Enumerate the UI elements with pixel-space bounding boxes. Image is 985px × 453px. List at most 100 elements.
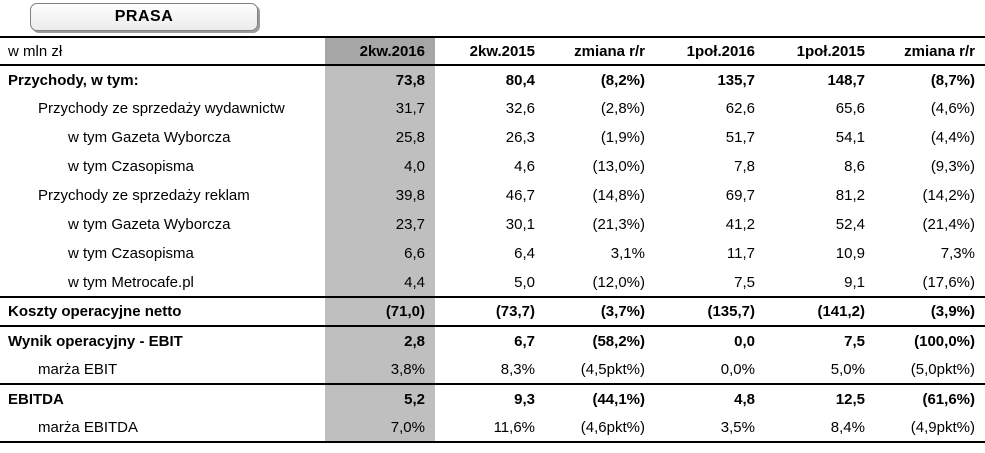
row-marza-ebit: marża EBIT 3,8% 8,3% (4,5pkt%) 0,0% 5,0%… (0, 355, 985, 384)
col-header-zmiana-pol: zmiana r/r (904, 42, 975, 60)
value-cell: (3,9%) (930, 303, 975, 320)
row-gazeta-wyborcza-reklamy: w tym Gazeta Wyborcza 23,7 30,1 (21,3%) … (0, 210, 985, 239)
value-cell: (17,6%) (922, 273, 975, 291)
value-cell: 54,1 (835, 129, 865, 146)
value-cell: (4,5pkt%) (580, 360, 645, 378)
row-label: marża EBITDA (38, 418, 139, 436)
value-cell: (9,3%) (930, 158, 975, 175)
row-metrocafe: w tym Metrocafe.pl 4,4 5,0 (12,0%) 7,5 9… (0, 268, 985, 297)
financial-results-table: w mln zł 2kw.2016 2kw.2015 zmiana r/r 1p… (0, 36, 985, 443)
value-cell: (5,0pkt%) (910, 360, 975, 378)
value-cell: (61,6%) (922, 390, 975, 408)
value-cell: (4,6pkt%) (580, 418, 645, 436)
row-label: EBITDA (8, 390, 64, 408)
prasa-results-page: PRASA w mln zł 2kw.2016 2kw.2015 zmiana … (0, 3, 985, 453)
value-cell: (135,7) (707, 303, 755, 320)
value-cell: 39,8 (325, 181, 435, 210)
value-cell: 148,7 (827, 71, 865, 89)
value-cell: 30,1 (505, 216, 535, 233)
row-label: Przychody ze sprzedaży reklam (38, 187, 250, 204)
value-cell: 7,8 (734, 158, 755, 175)
value-cell: 7,5 (734, 273, 755, 291)
value-cell: 12,5 (835, 390, 865, 408)
col-header-1pol2016: 1poł.2016 (686, 42, 755, 60)
value-cell: 3,8% (325, 355, 435, 384)
row-przychody: Przychody, w tym: 73,8 80,4 (8,2%) 135,7… (0, 65, 985, 94)
value-cell: 8,4% (830, 418, 865, 436)
row-label: w tym Czasopisma (68, 158, 194, 175)
value-cell: 73,8 (325, 65, 435, 94)
value-cell: 41,2 (725, 216, 755, 233)
section-title-label: PRASA (114, 8, 174, 25)
value-cell: 6,6 (325, 239, 435, 268)
value-cell: 7,3% (940, 245, 975, 262)
row-ebitda: EBITDA 5,2 9,3 (44,1%) 4,8 12,5 (61,6%) (0, 384, 985, 413)
value-cell: 80,4 (505, 71, 535, 89)
value-cell: (3,7%) (600, 303, 645, 320)
row-gazeta-wyborcza-wydawnictwa: w tym Gazeta Wyborcza 25,8 26,3 (1,9%) 5… (0, 123, 985, 152)
value-cell: 9,1 (844, 273, 865, 291)
section-title-button[interactable]: PRASA (30, 3, 258, 31)
value-cell: (44,1%) (592, 390, 645, 408)
value-cell: 11,6% (493, 418, 535, 436)
row-label: Koszty operacyjne netto (8, 303, 182, 320)
value-cell: (73,7) (495, 303, 535, 320)
value-cell: 4,0 (325, 152, 435, 181)
header-row: w mln zł 2kw.2016 2kw.2015 zmiana r/r 1p… (0, 37, 985, 65)
value-cell: (4,4%) (930, 129, 975, 146)
row-label: Przychody, w tym: (8, 71, 139, 89)
value-cell: (4,9pkt%) (910, 418, 975, 436)
value-cell: (12,0%) (592, 273, 645, 291)
value-cell: 26,3 (505, 129, 535, 146)
row-label: Przychody ze sprzedaży wydawnictw (38, 100, 285, 117)
value-cell: 32,6 (505, 100, 535, 117)
value-cell: 5,2 (325, 384, 435, 413)
value-cell: 9,3 (514, 390, 535, 408)
value-cell: 10,9 (835, 245, 865, 262)
value-cell: 52,4 (835, 216, 865, 233)
row-przychody-reklamy: Przychody ze sprzedaży reklam 39,8 46,7 … (0, 181, 985, 210)
value-cell: 69,7 (725, 187, 755, 204)
value-cell: 31,7 (325, 94, 435, 123)
value-cell: 51,7 (725, 129, 755, 146)
value-cell: 5,0% (830, 360, 865, 378)
value-cell: 62,6 (725, 100, 755, 117)
col-header-1pol2015: 1poł.2015 (796, 42, 865, 60)
row-label: w tym Gazeta Wyborcza (68, 216, 231, 233)
value-cell: (71,0) (325, 297, 435, 326)
value-cell: (21,3%) (592, 216, 645, 233)
value-cell: 4,8 (734, 390, 755, 408)
value-cell: (58,2%) (592, 332, 645, 350)
unit-label: w mln zł (8, 42, 63, 60)
value-cell: (14,2%) (922, 187, 975, 204)
value-cell: (141,2) (817, 303, 865, 320)
value-cell: 4,6 (514, 158, 535, 175)
col-header-zmiana-kw: zmiana r/r (574, 42, 645, 60)
row-koszty-operacyjne: Koszty operacyjne netto (71,0) (73,7) (3… (0, 297, 985, 326)
row-label: w tym Czasopisma (68, 245, 194, 262)
value-cell: 2,8 (325, 326, 435, 355)
value-cell: 11,7 (726, 245, 755, 262)
value-cell: 7,5 (844, 332, 865, 350)
row-czasopisma-reklamy: w tym Czasopisma 6,6 6,4 3,1% 11,7 10,9 … (0, 239, 985, 268)
row-marza-ebitda: marża EBITDA 7,0% 11,6% (4,6pkt%) 3,5% 8… (0, 413, 985, 442)
value-cell: 4,4 (325, 268, 435, 297)
value-cell: (8,2%) (600, 71, 645, 89)
value-cell: 0,0% (720, 360, 755, 378)
value-cell: 81,2 (835, 187, 865, 204)
value-cell: (2,8%) (600, 100, 645, 117)
value-cell: 65,6 (835, 100, 865, 117)
value-cell: 6,4 (514, 245, 535, 262)
value-cell: 25,8 (325, 123, 435, 152)
value-cell: (13,0%) (592, 158, 645, 175)
row-label: w tym Metrocafe.pl (68, 273, 194, 291)
value-cell: (8,7%) (930, 71, 975, 89)
row-label: w tym Gazeta Wyborcza (68, 129, 231, 146)
col-header-2kw2015: 2kw.2015 (469, 42, 535, 60)
value-cell: (4,6%) (930, 100, 975, 117)
value-cell: 8,6 (844, 158, 865, 175)
value-cell: (14,8%) (592, 187, 645, 204)
value-cell: (100,0%) (914, 332, 975, 350)
row-przychody-wydawnictwa: Przychody ze sprzedaży wydawnictw 31,7 3… (0, 94, 985, 123)
row-label: marża EBIT (38, 360, 118, 378)
